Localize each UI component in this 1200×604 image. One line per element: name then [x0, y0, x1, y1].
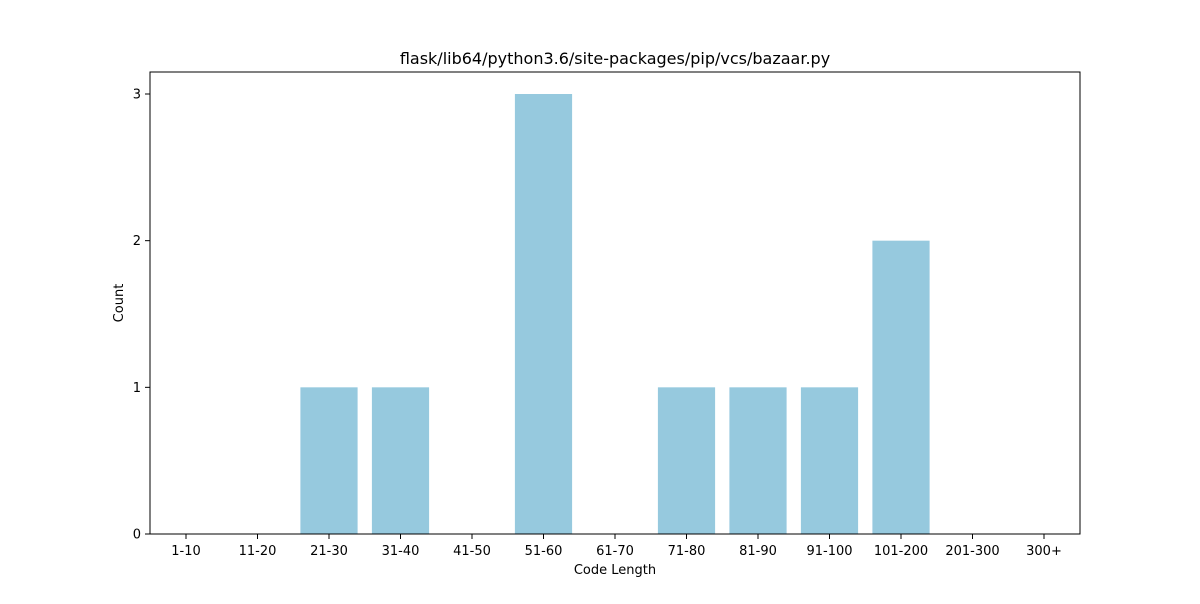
y-tick-label: 2	[133, 234, 141, 249]
x-axis-label: Code Length	[574, 563, 656, 578]
x-tick-label: 61-70	[596, 544, 634, 559]
x-tick-label: 11-20	[239, 544, 277, 559]
bar	[729, 387, 787, 534]
x-tick-label: 201-300	[945, 544, 999, 559]
x-tick-label: 91-100	[806, 544, 852, 559]
x-axis-ticks: 1-10 11-20 21-30 31-40 41-50 51-60 61-70 71-80 8…	[171, 534, 1062, 559]
chart-title: flask/lib64/python3.6/site-packages/pip/…	[400, 49, 830, 68]
y-tick-label: 0	[133, 528, 141, 543]
x-tick-label: 51-60	[525, 544, 563, 559]
bar	[657, 387, 716, 534]
bar	[514, 94, 573, 534]
bar	[371, 387, 430, 534]
x-tick-label: 81-90	[739, 544, 777, 559]
bars-layer	[300, 94, 930, 535]
plot-area-frame	[149, 71, 1081, 535]
y-tick-label: 1	[133, 381, 141, 396]
bar	[300, 387, 358, 534]
bar	[872, 240, 930, 535]
bar	[800, 387, 859, 534]
x-tick-label: 21-30	[310, 544, 348, 559]
y-axis-ticks: 0 1 2 3	[133, 88, 150, 543]
y-tick-label: 3	[133, 88, 141, 103]
y-axis-label: Count	[112, 284, 127, 323]
x-tick-label: 41-50	[453, 544, 491, 559]
x-tick-label: 1-10	[171, 544, 201, 559]
x-tick-label: 101-200	[874, 544, 928, 559]
x-tick-label: 31-40	[382, 544, 420, 559]
x-tick-label: 71-80	[668, 544, 706, 559]
x-tick-label: 300+	[1026, 544, 1062, 559]
